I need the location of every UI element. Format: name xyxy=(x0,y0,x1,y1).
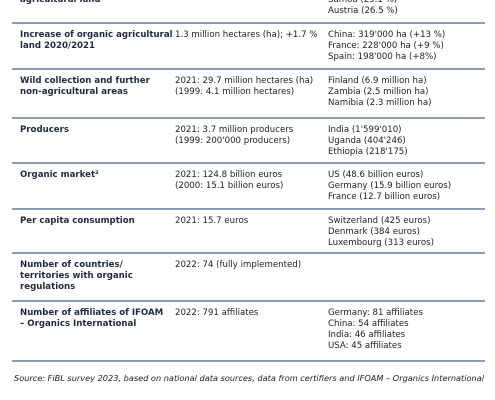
text-line: 2021: 3.7 million producers xyxy=(175,125,294,135)
row-leaders: Finland (6.9 million ha) Zambia (2.5 mill… xyxy=(328,76,431,109)
text-line: territories with organic xyxy=(20,271,133,281)
text-line: (1999: 200'000 producers) xyxy=(175,136,291,146)
text-line: Finland (6.9 million ha) xyxy=(328,76,427,86)
row-divider xyxy=(12,162,485,164)
row-value: 2022: 74 (fully implemented) xyxy=(175,260,301,271)
row-leaders: India (1'599'010) Uganda (404'246) Ethiopi… xyxy=(328,125,408,158)
text-line: Austria (26.5 %) xyxy=(328,6,398,16)
row-leaders: Switzerland (425 euros) Denmark (384 euro… xyxy=(328,216,434,249)
row-divider xyxy=(12,208,485,210)
text-line: Wild collection and further xyxy=(20,76,150,86)
row-value: 1.3 million hectares (ha); +1.7 % xyxy=(175,30,318,41)
text-line: India (1'599'010) xyxy=(328,125,402,135)
source-note: Source: FiBL survey 2023, based on natio… xyxy=(14,373,485,383)
text-line: US (48.6 billion euros) xyxy=(328,170,424,180)
text-line: Ethiopia (218'175) xyxy=(328,147,408,157)
text-line: Uganda (404'246) xyxy=(328,136,406,146)
text-line: Per capita consumption xyxy=(20,216,135,226)
row-leaders: Samoa (29.1 %) Austria (26.5 %) xyxy=(328,0,398,17)
text-line: Luxembourg (313 euros) xyxy=(328,238,434,248)
text-line: land 2020/2021 xyxy=(20,41,95,51)
text-line: Number of affiliates of IFOAM xyxy=(20,308,164,318)
row-divider xyxy=(12,22,485,24)
text-line: India: 46 affiliates xyxy=(328,330,406,340)
text-line: (1999: 4.1 million hectares) xyxy=(175,87,295,97)
text-line: Germany (15.9 billion euros) xyxy=(328,181,452,191)
text-line: Number of countries/ xyxy=(20,260,123,270)
text-line: 2021: 15.7 euros xyxy=(175,216,249,226)
row-label: agricultural land xyxy=(20,0,101,6)
text-line: France (12.7 billion euros) xyxy=(328,192,441,202)
row-label: Per capita consumption xyxy=(20,216,135,227)
row-divider xyxy=(12,68,485,70)
text-line: Germany: 81 affiliates xyxy=(328,308,423,318)
row-leaders: Germany: 81 affiliates China: 54 affiliat… xyxy=(328,308,423,352)
row-label: Producers xyxy=(20,125,69,136)
text-line: China: 319'000 ha (+13 %) xyxy=(328,30,446,40)
row-divider xyxy=(12,117,485,119)
text-line: France: 228'000 ha (+9 %) xyxy=(328,41,444,51)
row-divider xyxy=(12,252,485,254)
row-label: Number of affiliates of IFOAM – Organics … xyxy=(20,308,163,330)
row-divider xyxy=(12,300,485,302)
text-line: USA: 45 affiliates xyxy=(328,341,402,351)
text-line: 2022: 74 (fully implemented) xyxy=(175,260,302,270)
text-line: Spain: 198'000 ha (+8%) xyxy=(328,52,437,62)
text-line: Organic market² xyxy=(20,170,99,180)
text-line: Samoa (29.1 %) xyxy=(328,0,398,5)
row-value: 2021: 124.8 billion euros (2000: 15.1 bil… xyxy=(175,170,283,192)
row-divider xyxy=(12,360,485,362)
text-line: 1.3 million hectares (ha); +1.7 % xyxy=(175,30,318,40)
text-line: Denmark (384 euros) xyxy=(328,227,420,237)
text-line: Zambia (2.5 million ha) xyxy=(328,87,429,97)
row-label: Wild collection and further non-agricultu… xyxy=(20,76,150,98)
row-leaders: US (48.6 billion euros) Germany (15.9 bil… xyxy=(328,170,451,203)
row-value: 2022: 791 affiliates xyxy=(175,308,258,319)
text-line: – Organics International xyxy=(20,319,137,329)
text-line: 2021: 124.8 billion euros xyxy=(175,170,283,180)
row-leaders: China: 319'000 ha (+13 %) France: 228'000… xyxy=(328,30,445,63)
text-line: Switzerland (425 euros) xyxy=(328,216,431,226)
text-line: 2022: 791 affiliates xyxy=(175,308,259,318)
text-line: (2000: 15.1 billion euros) xyxy=(175,181,284,191)
text-line: 2021: 29.7 million hectares (ha) xyxy=(175,76,314,86)
text-line: Producers xyxy=(20,125,69,135)
text-line: China: 54 affiliates xyxy=(328,319,409,329)
row-value: 2021: 15.7 euros xyxy=(175,216,248,227)
text-line: non-agricultural areas xyxy=(20,87,128,97)
row-value: 2021: 29.7 million hectares (ha) (1999: 4… xyxy=(175,76,313,98)
row-value: 2021: 3.7 million producers (1999: 200'00… xyxy=(175,125,293,147)
row-label: Number of countries/territories with org… xyxy=(20,260,133,293)
text-line: Increase of organic agricultural xyxy=(20,30,173,40)
text-line: Namibia (2.3 million ha) xyxy=(328,98,432,108)
row-label: Organic market² xyxy=(20,170,99,181)
text-line: regulations xyxy=(20,282,76,292)
row-label: Increase of organic agricultural land 202… xyxy=(20,30,173,52)
text-line: agricultural land xyxy=(20,0,101,5)
